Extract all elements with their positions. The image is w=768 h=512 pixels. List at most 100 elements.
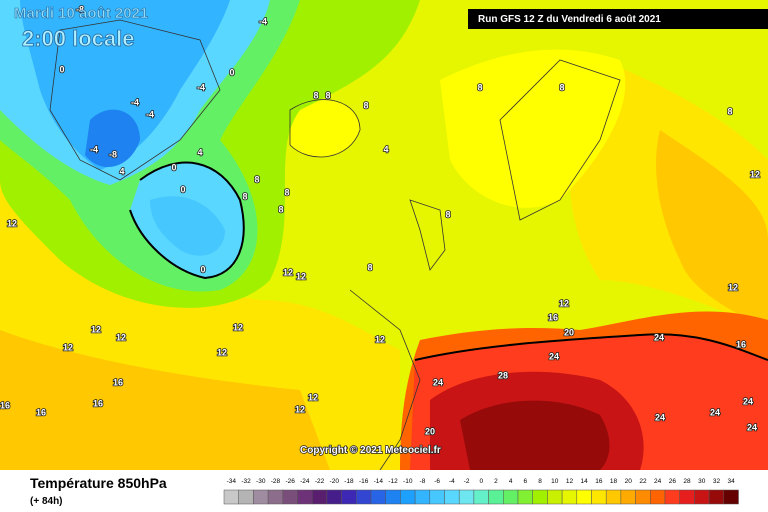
- contour-label: 12: [7, 218, 17, 228]
- temp-zone: [656, 130, 768, 330]
- map: [0, 0, 768, 471]
- legend-swatch: [605, 489, 622, 505]
- contour-label: 12: [295, 404, 305, 414]
- legend-label: 32: [713, 478, 721, 485]
- legend-swatch: [547, 489, 563, 505]
- legend-swatch: [253, 489, 269, 505]
- contour-label: -4: [146, 109, 154, 119]
- legend-swatch: [341, 489, 357, 505]
- legend-swatch: [708, 489, 725, 505]
- contour-label: 8: [278, 204, 283, 214]
- legend-label: 34: [728, 478, 736, 485]
- legend-swatch: [650, 489, 666, 505]
- legend-swatch: [576, 489, 592, 505]
- contour-label: 0: [200, 264, 205, 274]
- contour-label: 16: [36, 407, 46, 417]
- legend-swatch: [414, 489, 431, 505]
- contour-label: 20: [425, 426, 435, 436]
- contour-label: 8: [367, 262, 372, 272]
- contour-label: 8: [325, 90, 330, 100]
- legend-label: -18: [344, 478, 354, 485]
- footer-title: Température 850hPa: [30, 475, 167, 491]
- legend-label: -24: [300, 478, 310, 485]
- contour-label: 12: [296, 271, 306, 281]
- contour-label: 0: [59, 64, 64, 74]
- contour-label: -4: [131, 97, 139, 107]
- legend-label: 14: [581, 478, 589, 485]
- legend-label: 18: [610, 478, 618, 485]
- contour-label: 4: [119, 166, 124, 176]
- legend-swatch: [517, 489, 533, 505]
- forecast-date: Mardi 10 août 2021: [14, 5, 148, 22]
- coastline: [49, 19, 221, 181]
- legend-swatch: [458, 489, 475, 505]
- contour-label: 16: [736, 339, 746, 349]
- legend-label: -30: [256, 478, 266, 485]
- contour-label: -8: [109, 149, 117, 159]
- legend: -34 -32 -30 -28 -26 -24 -22 -20 -18 -16 -14 -12 -10-…: [223, 478, 739, 505]
- legend-swatch: [326, 489, 342, 505]
- local-time: 2:00 locale: [22, 26, 135, 51]
- contour-label: 12: [283, 267, 293, 277]
- legend-label: 20: [625, 478, 633, 485]
- legend-label: -6: [434, 478, 440, 485]
- legend-label: -32: [241, 478, 251, 485]
- legend-label: 8: [538, 478, 542, 485]
- legend-swatch: [370, 489, 386, 505]
- contour-label: 12: [375, 334, 385, 344]
- contour-label: 12: [116, 332, 126, 342]
- contour-label: 16: [113, 377, 123, 387]
- legend-swatch: [311, 489, 328, 505]
- temp-zone: [150, 196, 225, 256]
- legend-swatch: [503, 489, 519, 505]
- legend-label: -14: [374, 478, 384, 485]
- copyright: Copyright © 2021 Meteociel.fr: [300, 445, 441, 456]
- legend-swatch: [400, 489, 416, 505]
- legend-label: 22: [639, 478, 647, 485]
- contour-label: 8: [559, 82, 564, 92]
- isotherm: [414, 333, 768, 361]
- temp-zone: [440, 49, 626, 208]
- contour-label: 8: [727, 106, 732, 116]
- legend-swatch: [488, 489, 504, 505]
- legend-label: -4: [449, 478, 455, 485]
- contour-label: 24: [710, 407, 720, 417]
- contour-label: -4: [90, 144, 98, 154]
- legend-label: 2: [494, 478, 498, 485]
- contour-label: 12: [728, 282, 738, 292]
- contour-label: 28: [498, 370, 508, 380]
- contour-label: 8: [477, 82, 482, 92]
- contour-label: 12: [750, 169, 760, 179]
- contour-label: 8: [363, 100, 368, 110]
- legend-label: -12: [388, 478, 398, 485]
- contour-label: 24: [747, 422, 757, 432]
- contour-label: 8: [254, 174, 259, 184]
- legend-label: -20: [330, 478, 340, 485]
- legend-swatch: [679, 489, 695, 505]
- contour-label: 8: [242, 191, 247, 201]
- temp-zone: [460, 400, 610, 470]
- legend-label: 10: [551, 478, 559, 485]
- legend-label: 4: [509, 478, 513, 485]
- contour-label: 0: [171, 162, 176, 172]
- contour-label: 24: [743, 396, 753, 406]
- legend-swatch: [694, 489, 710, 505]
- legend-label: 0: [479, 478, 483, 485]
- contour-label: 0: [229, 67, 234, 77]
- run-info: Run GFS 12 Z du Vendredi 6 août 2021: [478, 14, 661, 25]
- legend-swatch: [664, 489, 680, 505]
- isotherm: [129, 161, 245, 280]
- legend-swatch: [385, 489, 401, 505]
- temp-zone: [290, 99, 360, 157]
- legend-label: 26: [669, 478, 677, 485]
- legend-label: -26: [285, 478, 295, 485]
- legend-swatch: [223, 489, 239, 505]
- contour-label: 8: [445, 209, 450, 219]
- contour-label: 12: [63, 342, 73, 352]
- coastline: [349, 59, 621, 471]
- legend-swatch: [635, 489, 651, 505]
- legend-label: -16: [359, 478, 369, 485]
- contour-label: 12: [559, 298, 569, 308]
